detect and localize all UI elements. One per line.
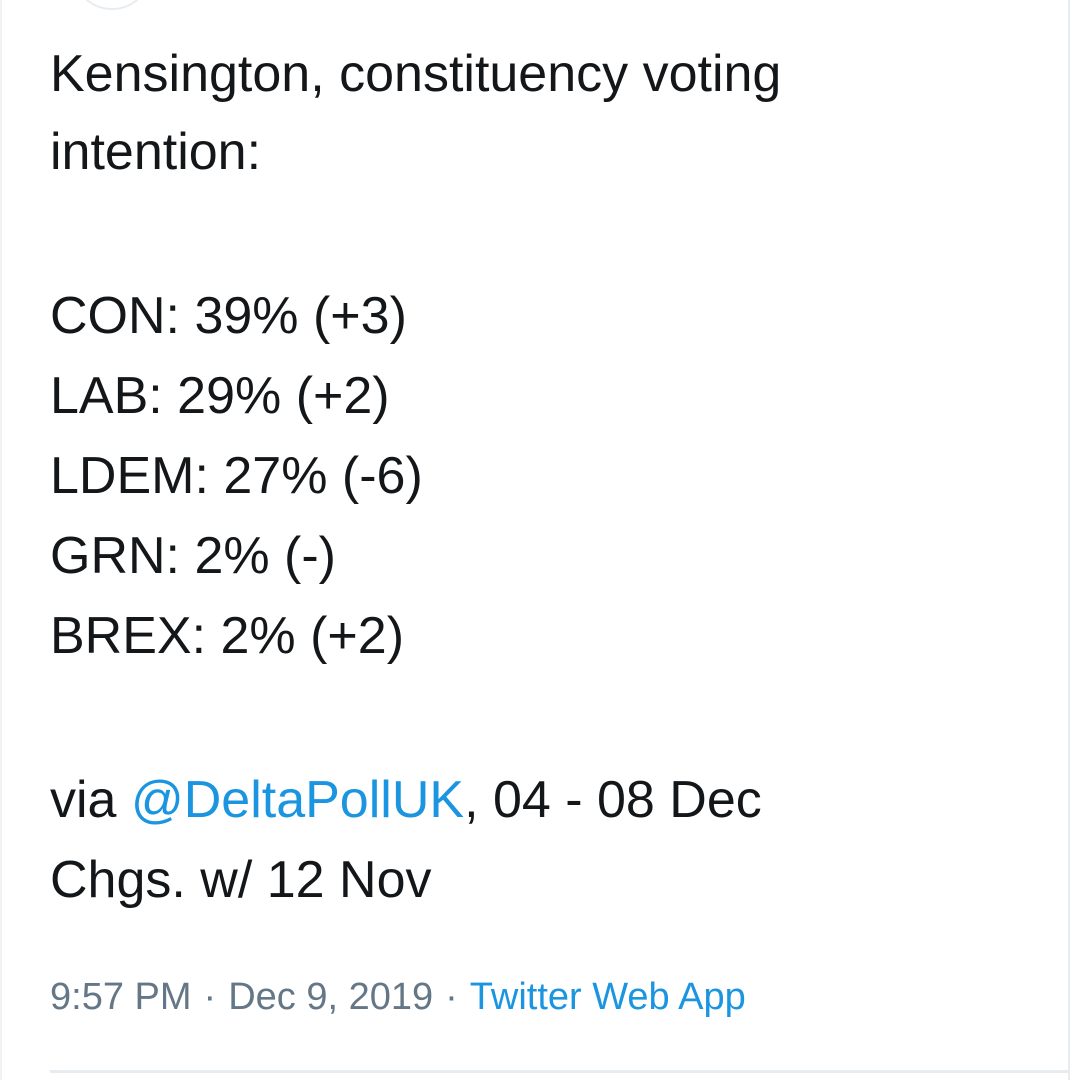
date[interactable]: Dec 9, 2019 [228,976,434,1018]
source-suffix: , 04 - 08 Dec [464,771,762,829]
border [0,0,2,1080]
result-line: CON: 39% (+3) [50,287,407,345]
divider [50,1070,1068,1073]
tweet-text: intention: [50,123,262,181]
separator: · [445,976,458,1018]
result-line: LDEM: 27% (-6) [50,447,423,505]
separator: · [203,976,217,1018]
time[interactable]: 9:57 PM [50,976,192,1018]
avatar[interactable] [72,0,152,10]
result-line: LAB: 29% (+2) [50,367,390,425]
result-line: GRN: 2% (-) [50,527,336,585]
tweet-meta: 9:57 PM · Dec 9, 2019 · Twitter Web App [50,972,746,1022]
app-link[interactable]: Twitter Web App [469,976,746,1018]
border [1068,0,1070,1080]
mention-link[interactable]: @DeltaPollUK [130,771,465,829]
result-line: BREX: 2% (+2) [50,607,405,665]
source-line: via @DeltaPollUK, 04 - 08 Dec [50,770,762,830]
tweet-text: Kensington, constituency voting [50,45,782,103]
note-line: Chgs. w/ 12 Nov [50,851,432,909]
source-prefix: via [50,771,117,829]
